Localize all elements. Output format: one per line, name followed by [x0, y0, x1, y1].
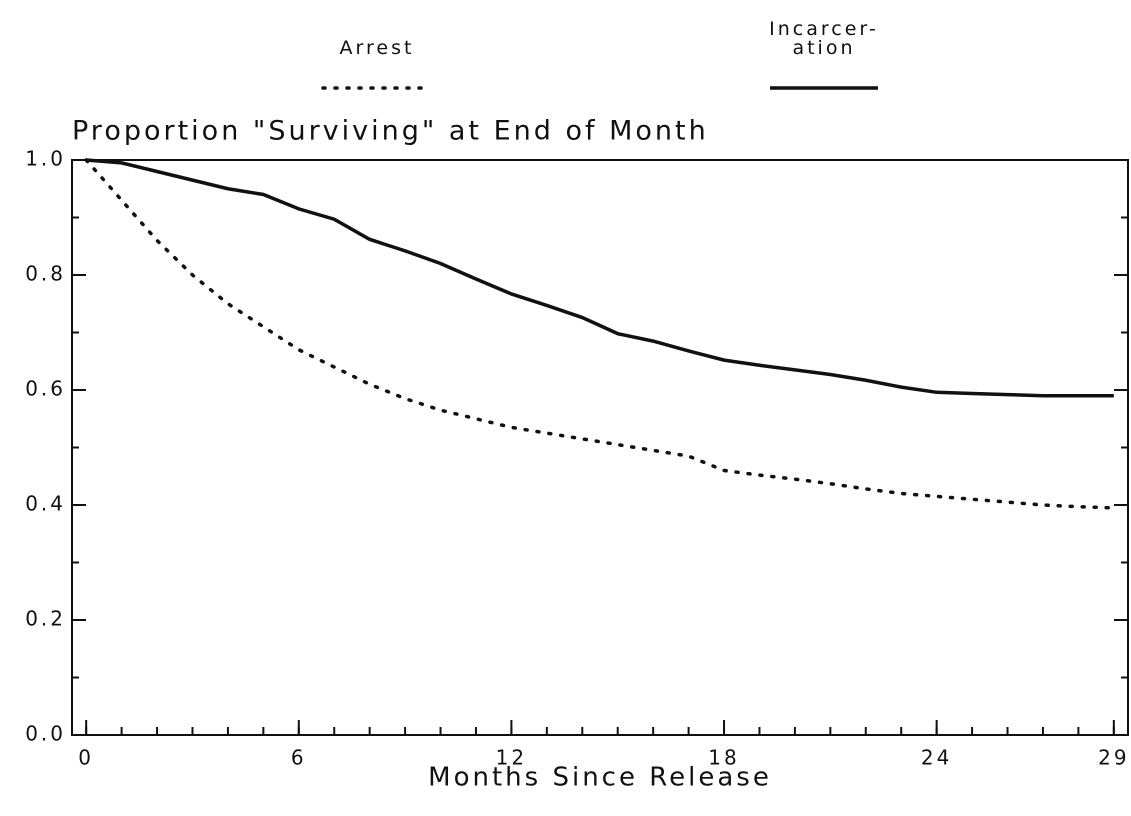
y-tick-label: 0.2 [25, 607, 66, 631]
x-tick-label: 24 [921, 746, 952, 770]
x-tick-label: 0 [78, 746, 94, 770]
y-tick-label: 0.0 [25, 722, 66, 746]
legend-label: Arrest [339, 37, 415, 59]
series-line [86, 158, 1114, 398]
x-tick-label: 6 [291, 746, 307, 770]
x-axis-label: Months Since Release [428, 763, 772, 793]
series-line [84, 158, 1116, 510]
legend-label: Incarcer- ation [769, 18, 879, 59]
y-tick-label: 0.6 [25, 377, 66, 401]
y-tick-label: 1.0 [25, 147, 66, 171]
x-tick-label: 29 [1098, 746, 1129, 770]
x-tick-label: 12 [496, 746, 527, 770]
y-tick-label: 0.8 [25, 262, 66, 286]
y-tick-label: 0.4 [25, 492, 66, 516]
chart-title: Proportion "Surviving" at End of Month [72, 116, 709, 147]
x-tick-label: 18 [708, 746, 739, 770]
plot-frame [71, 159, 1129, 736]
